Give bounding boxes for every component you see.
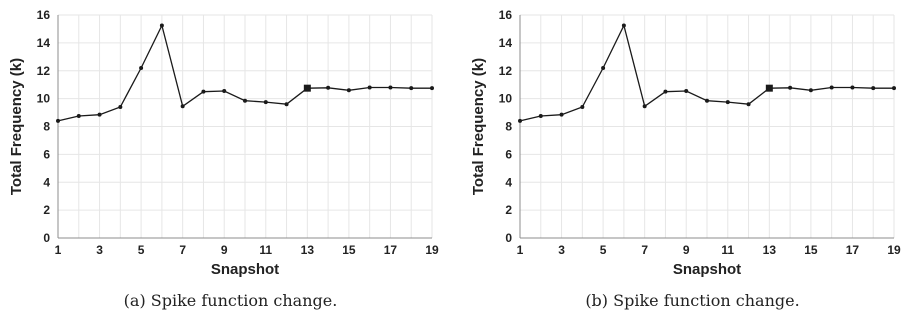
x-tick-label: 15 [342, 243, 356, 257]
y-tick-label: 6 [505, 147, 512, 161]
x-tick-label: 11 [259, 243, 272, 257]
data-point [326, 85, 331, 90]
caption-b: (b) Spike function change. [585, 291, 800, 310]
x-axis-title: Snapshot [673, 261, 741, 278]
x-tick-label: 17 [846, 243, 860, 257]
x-tick-label: 9 [683, 243, 690, 257]
data-point [871, 86, 876, 91]
data-point [56, 118, 60, 123]
data-point [430, 86, 434, 91]
data-point [808, 88, 813, 93]
x-tick-label: 15 [804, 243, 818, 257]
x-axis-title: Snapshot [211, 261, 279, 278]
x-tick-label: 13 [763, 243, 777, 257]
data-point [580, 104, 585, 109]
y-tick-label: 2 [505, 203, 512, 217]
x-tick-label: 19 [887, 243, 901, 257]
data-point [705, 98, 709, 103]
highlight-marker [765, 84, 773, 92]
x-tick-label: 3 [558, 243, 565, 257]
data-point [388, 85, 393, 90]
y-tick-label: 12 [37, 64, 51, 78]
data-point [663, 89, 668, 94]
data-point [829, 85, 834, 90]
data-point [601, 65, 606, 70]
y-tick-label: 10 [37, 92, 51, 106]
x-tick-label: 5 [138, 243, 145, 257]
data-point [180, 104, 185, 109]
data-point [642, 104, 647, 109]
y-tick-label: 6 [43, 147, 50, 161]
caption-a: (a) Spike function change. [123, 291, 338, 310]
data-point [222, 88, 227, 93]
data-point [243, 98, 247, 103]
data-point [746, 102, 751, 107]
figure-a: 0 2 4 6 8 10 12 14 16 1 3 5 7 9 11 13 15 17 19 Snapshot Tota… [0, 0, 461, 321]
y-tick-label: 14 [499, 36, 513, 50]
highlight-marker [303, 84, 311, 92]
data-point [621, 23, 626, 28]
y-tick-label: 14 [37, 36, 51, 50]
y-tick-label: 2 [43, 203, 50, 217]
data-point [201, 89, 206, 94]
data-point [367, 85, 372, 90]
y-tick-label: 12 [499, 64, 513, 78]
data-point [76, 114, 81, 119]
data-point [559, 112, 564, 117]
x-tick-label: 1 [517, 243, 524, 257]
data-point [684, 88, 689, 93]
data-point [538, 114, 543, 119]
y-axis-title: Total Frequency (k) [8, 58, 25, 195]
y-tick-label: 0 [43, 231, 50, 245]
data-point [159, 23, 164, 28]
y-tick-label: 0 [505, 231, 512, 245]
x-tick-label: 19 [425, 243, 439, 257]
x-tick-label: 1 [55, 243, 62, 257]
x-tick-label: 5 [600, 243, 607, 257]
figure-b: 0 2 4 6 8 10 12 14 16 1 3 5 7 9 11 13 15 17 19 Snapshot Tota… [462, 0, 923, 321]
y-tick-label: 8 [505, 120, 512, 134]
data-point [139, 65, 144, 70]
data-point [284, 102, 289, 107]
data-point [118, 104, 123, 109]
y-tick-label: 10 [499, 92, 513, 106]
x-tick-label: 7 [641, 243, 648, 257]
x-tick-label: 17 [384, 243, 398, 257]
x-tick-label: 9 [221, 243, 228, 257]
x-tick-label: 13 [301, 243, 315, 257]
data-point [788, 85, 793, 90]
data-point [725, 100, 730, 105]
y-tick-label: 8 [43, 120, 50, 134]
x-tick-label: 7 [179, 243, 186, 257]
data-point [892, 86, 896, 91]
y-tick-label: 16 [499, 8, 513, 22]
x-tick-label: 3 [96, 243, 103, 257]
data-point [97, 112, 102, 117]
x-tick-label: 11 [721, 243, 734, 257]
data-point [409, 86, 414, 91]
data-point [263, 100, 268, 105]
data-point [346, 88, 351, 93]
y-tick-label: 4 [505, 175, 512, 189]
data-point [850, 85, 855, 90]
data-point [518, 118, 522, 123]
y-axis-title: Total Frequency (k) [470, 58, 487, 195]
y-tick-label: 4 [43, 175, 50, 189]
y-tick-label: 16 [37, 8, 51, 22]
